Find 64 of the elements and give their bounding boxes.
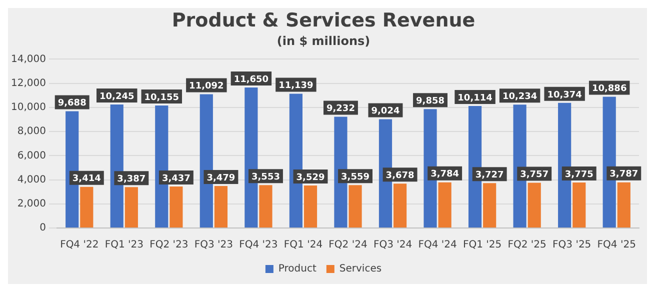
data-label: 3,414 xyxy=(72,174,101,184)
bar xyxy=(80,186,94,228)
y-tick-label: 10,000 xyxy=(10,102,46,114)
bar xyxy=(483,183,496,228)
data-label: 10,374 xyxy=(547,90,582,100)
data-label: 3,775 xyxy=(564,170,594,180)
bar xyxy=(348,185,362,228)
x-tick-label: FQ4 '25 xyxy=(597,240,636,251)
x-tick-label: FQ4 '24 xyxy=(418,240,457,251)
x-tick-label: FQ4 '22 xyxy=(60,240,99,251)
x-tick-label: FQ3 '24 xyxy=(373,240,412,251)
bar xyxy=(393,184,407,228)
x-tick-label: FQ2 '25 xyxy=(508,240,546,251)
data-label: 11,650 xyxy=(234,74,269,85)
chart-title: Product & Services Revenue xyxy=(172,9,476,32)
chart-subtitle: (in $ millions) xyxy=(276,34,370,48)
data-label: 9,024 xyxy=(371,106,400,117)
data-label: 3,757 xyxy=(520,170,549,180)
x-tick-label: FQ1 '25 xyxy=(462,240,502,251)
legend-label: Product xyxy=(278,264,316,275)
x-tick-label: FQ3 '25 xyxy=(552,240,592,251)
data-label: 3,678 xyxy=(386,171,414,181)
bar xyxy=(214,186,228,228)
data-label: 10,245 xyxy=(100,92,134,102)
data-label: 3,553 xyxy=(251,172,280,183)
data-label: 3,387 xyxy=(117,174,146,185)
data-label: 9,232 xyxy=(326,104,355,114)
y-tick-label: 2,000 xyxy=(17,198,46,210)
x-tick-label: FQ3 '23 xyxy=(194,240,234,251)
data-label: 10,234 xyxy=(502,92,538,102)
y-tick-label: 8,000 xyxy=(17,126,46,138)
data-label: 10,114 xyxy=(458,93,492,104)
bar xyxy=(259,185,272,228)
bar xyxy=(170,186,183,228)
data-label: 3,787 xyxy=(610,170,638,180)
data-label: 11,139 xyxy=(278,81,314,92)
x-tick-label: FQ1 '23 xyxy=(104,240,144,251)
data-label: 3,784 xyxy=(430,170,460,180)
y-tick-label: 6,000 xyxy=(17,150,46,162)
x-tick-label: FQ4 '23 xyxy=(239,240,278,251)
x-tick-label: FQ2 '23 xyxy=(150,240,188,251)
data-label: 3,529 xyxy=(296,172,325,183)
bar xyxy=(304,185,318,228)
bar xyxy=(438,182,452,228)
data-label: 9,858 xyxy=(416,96,444,106)
legend-label: Services xyxy=(339,264,382,275)
data-label: 9,688 xyxy=(58,98,86,109)
data-label: 10,886 xyxy=(592,84,627,94)
data-label: 3,479 xyxy=(206,173,236,184)
y-tick-label: 4,000 xyxy=(17,174,46,186)
x-tick-label: FQ1 '24 xyxy=(284,240,323,251)
data-label: 3,559 xyxy=(341,172,370,182)
bar xyxy=(124,187,138,228)
bar xyxy=(572,182,586,228)
bar xyxy=(528,182,541,228)
data-label: 3,437 xyxy=(162,174,190,184)
data-label: 11,092 xyxy=(189,82,224,92)
x-tick-label: FQ2 '24 xyxy=(328,240,368,251)
bar xyxy=(617,182,630,228)
data-label: 10,155 xyxy=(144,92,180,103)
data-label: 3,727 xyxy=(475,170,504,180)
y-tick-label: 12,000 xyxy=(10,78,46,89)
y-tick-label: 0 xyxy=(40,222,46,234)
y-tick-label: 14,000 xyxy=(10,54,46,65)
